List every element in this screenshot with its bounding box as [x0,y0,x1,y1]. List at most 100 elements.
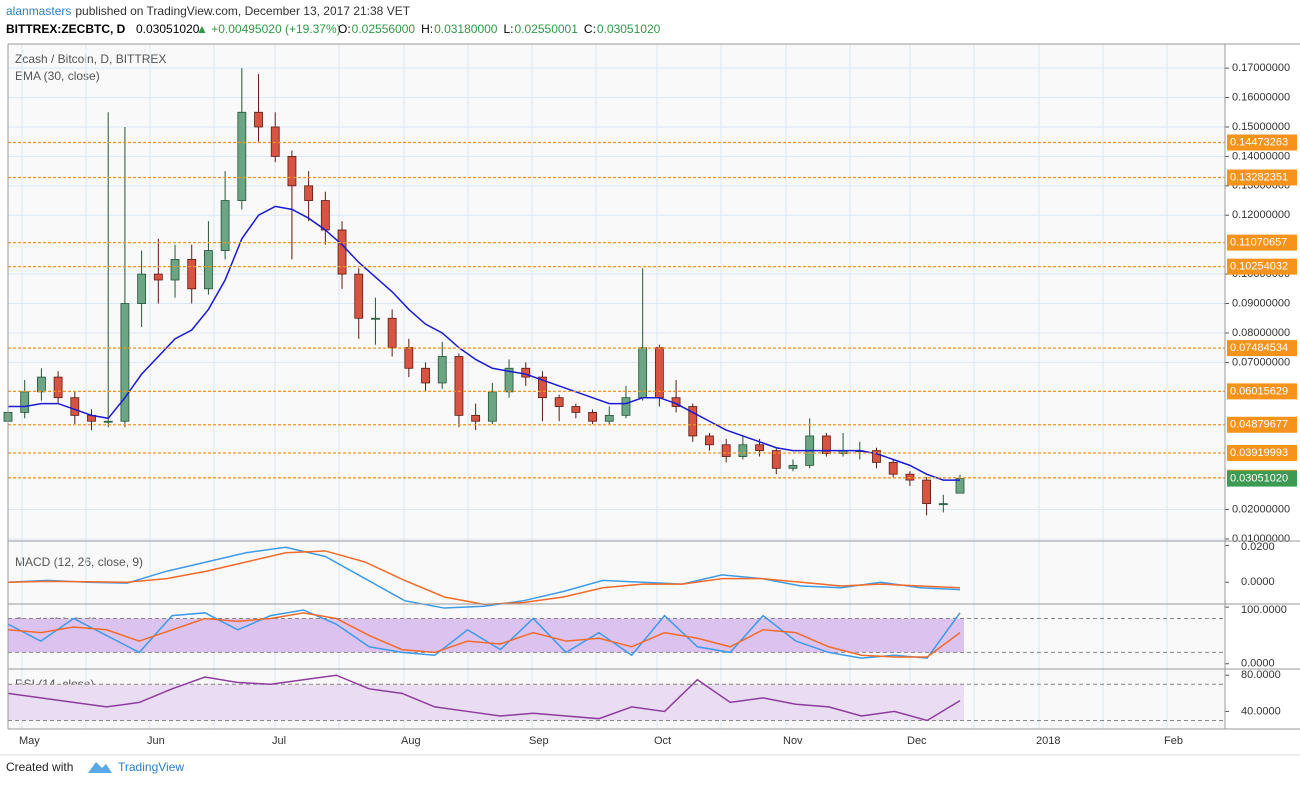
author[interactable]: alanmasters [6,4,71,18]
y-tick-label: 40.0000 [1241,705,1281,717]
level-label: 0.10254032 [1230,261,1288,273]
quote-value: 0.02550001 [515,22,579,36]
candle-body [821,435,831,455]
level-label-box [1227,340,1297,357]
candle-body [371,317,380,320]
quote-value: 0.03180000 [434,22,498,36]
candle-body [454,356,464,416]
candle-body [872,450,881,463]
candle-body [53,376,63,399]
candle-body [404,347,414,369]
candle-body [487,391,497,422]
candle-body [922,479,931,505]
x-tick-label: Nov [783,735,803,747]
symbol: BITTREX:ZECBTC, D [6,22,126,36]
candle-body [638,347,648,399]
x-tick-label: Dec [907,735,927,747]
candle-body [354,273,364,319]
y-tick-label: 0.02000000 [1232,503,1290,515]
level-label-box [1227,383,1297,400]
level-label-box [1227,416,1297,433]
candle-body [888,462,898,475]
stoch-line [7,612,961,658]
y-tick-label: 0.01000000 [1232,533,1290,545]
y-tick-label: 0.14000000 [1232,150,1290,162]
published: published on TradingView.com, December 1… [75,4,410,18]
price: 0.03051020 [136,22,200,36]
candle-body [654,347,664,399]
candle-body [70,397,80,416]
candle-body [237,111,247,201]
level-label-box [1227,234,1297,251]
footer-brand[interactable]: TradingView [118,760,184,774]
candle-body [471,414,481,422]
y-tick-label: 0.12000000 [1232,209,1290,221]
candle-body [387,317,397,349]
x-tick-label: Jul [272,735,286,747]
candle-body [304,185,314,201]
level-label: 0.13282351 [1230,171,1288,183]
candle-body [688,406,698,437]
level-label: 0.11070657 [1230,237,1287,249]
candle-body [103,420,113,423]
plot-background [8,44,1225,729]
x-tick-label: Feb [1164,735,1183,747]
x-tick-label: Jun [147,735,165,747]
y-tick-label: 0.0000 [1241,576,1275,588]
last-price-label: 0.03051020 [1230,472,1288,484]
x-tick-label: Sep [529,735,549,747]
candle-body [204,250,213,290]
y-tick-label: 0.09000000 [1232,297,1290,309]
candle-body [738,444,748,457]
logo [88,762,112,773]
candle-body [270,126,280,157]
level-label: 0.06015629 [1230,385,1288,397]
candle-body [287,156,297,187]
level-label: 0.03919993 [1230,447,1288,459]
candle-body [938,503,948,506]
candle-body [254,111,263,128]
macd-legend: MACD (12, 26, close, 9) [15,555,143,569]
y-tick-label: 0.0200 [1241,541,1275,553]
candle-body [905,473,915,481]
candle-body [187,258,197,290]
x-tick-label: May [19,735,40,747]
y-tick-label: 0.17000000 [1232,62,1290,74]
candle-body [521,367,531,378]
candle-body [120,303,130,422]
level-label-box [1227,134,1297,151]
candle-body [621,397,631,416]
quote-value: 0.03051020 [597,22,661,36]
candle-body [421,367,430,384]
candle-body [137,273,147,304]
band [8,618,964,653]
x-tick-label: Oct [654,735,671,747]
footer-created: Created with [6,760,73,774]
candle-body [788,464,798,469]
level-label: 0.14473263 [1230,136,1288,148]
candle-body [37,376,46,393]
candle-body [771,450,781,469]
candle-body [320,200,330,231]
last-price-box [1227,470,1297,487]
candle-body [170,258,180,281]
y-tick-label: 100.0000 [1241,604,1287,616]
candle-body [721,444,731,457]
candle-body [571,406,581,413]
y-tick-label: 0.08000000 [1232,327,1290,339]
candle-body [588,412,597,422]
x-tick-label: Aug [401,735,421,747]
level-label-box [1227,258,1297,275]
band [8,684,964,721]
y-tick-label: 0.15000000 [1232,121,1290,133]
quote-key: H: [421,22,433,36]
stoch-line [7,609,961,659]
y-tick-label: 0.16000000 [1232,91,1290,103]
level-label-box [1227,445,1297,462]
candle-body [755,444,764,452]
ema-line [8,205,960,481]
quote-key: L: [503,22,513,36]
candle-body [604,414,614,422]
ema-legend: EMA (30, close) [15,69,100,83]
